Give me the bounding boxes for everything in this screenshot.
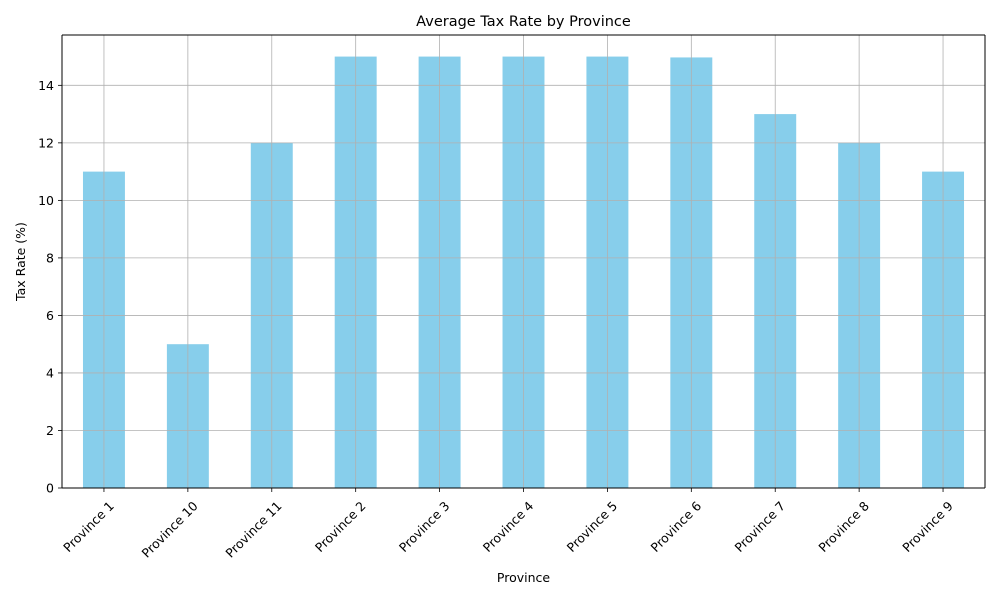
y-tick-label: 2 — [46, 423, 54, 438]
chart-title: Average Tax Rate by Province — [416, 14, 631, 30]
y-tick-label: 0 — [46, 481, 54, 496]
y-tick-label: 6 — [46, 308, 54, 323]
y-tick-label: 4 — [46, 365, 54, 380]
y-ticks: 0 2 4 6 8 10 12 14 — [38, 78, 62, 496]
x-axis-label: Province — [497, 570, 550, 585]
y-tick-label: 14 — [38, 78, 54, 93]
y-axis-label: Tax Rate (%) — [13, 222, 28, 302]
y-tick-label: 12 — [38, 135, 54, 150]
y-tick-label: 8 — [46, 250, 54, 265]
y-tick-label: 10 — [38, 193, 54, 208]
